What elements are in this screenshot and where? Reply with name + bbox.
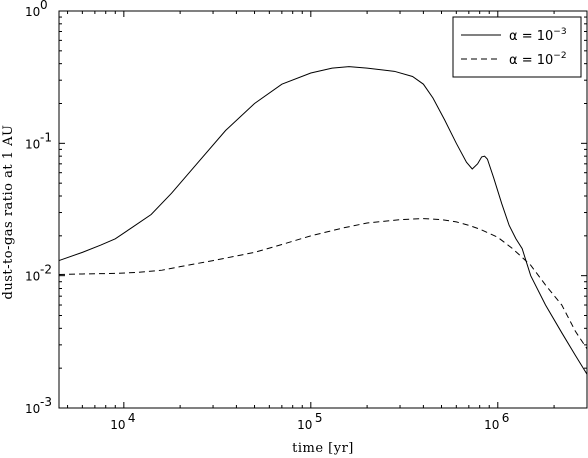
- y-axis-label: dust-to-gas ratio at 1 AU: [1, 125, 16, 300]
- x-axis: 10 4 10 5 10 6: [67, 11, 588, 432]
- y-tick-label: 10: [25, 5, 40, 19]
- x-tick-label: 10: [484, 418, 499, 432]
- plot-area: [58, 10, 588, 409]
- plot-frame: [58, 10, 588, 409]
- legend-box: [452, 16, 582, 78]
- y-tick-label-exponent: -1: [40, 130, 52, 144]
- x-tick-label-exponent: 6: [502, 411, 510, 425]
- y-tick-label: 10: [25, 402, 40, 416]
- y-tick-label-exponent: -3: [40, 395, 52, 409]
- y-tick-label-exponent: 0: [40, 0, 48, 12]
- y-tick-label: 10: [25, 270, 40, 284]
- legend-label-0: α = 10−3: [509, 27, 567, 44]
- y-tick-label: 10: [25, 137, 40, 151]
- x-tick-label-exponent: 4: [128, 411, 136, 425]
- series-line-1: [58, 218, 588, 350]
- legend-label-1: α = 10−2: [509, 51, 567, 68]
- legend: α = 10−3 α = 10−2: [452, 16, 582, 78]
- x-tick-label: 10: [297, 418, 312, 432]
- y-tick-label-exponent: -2: [40, 263, 52, 277]
- x-tick-label-exponent: 5: [315, 411, 323, 425]
- series-line-0: [58, 66, 588, 375]
- x-axis-label: time [yr]: [292, 441, 354, 456]
- x-tick-label: 10: [110, 418, 125, 432]
